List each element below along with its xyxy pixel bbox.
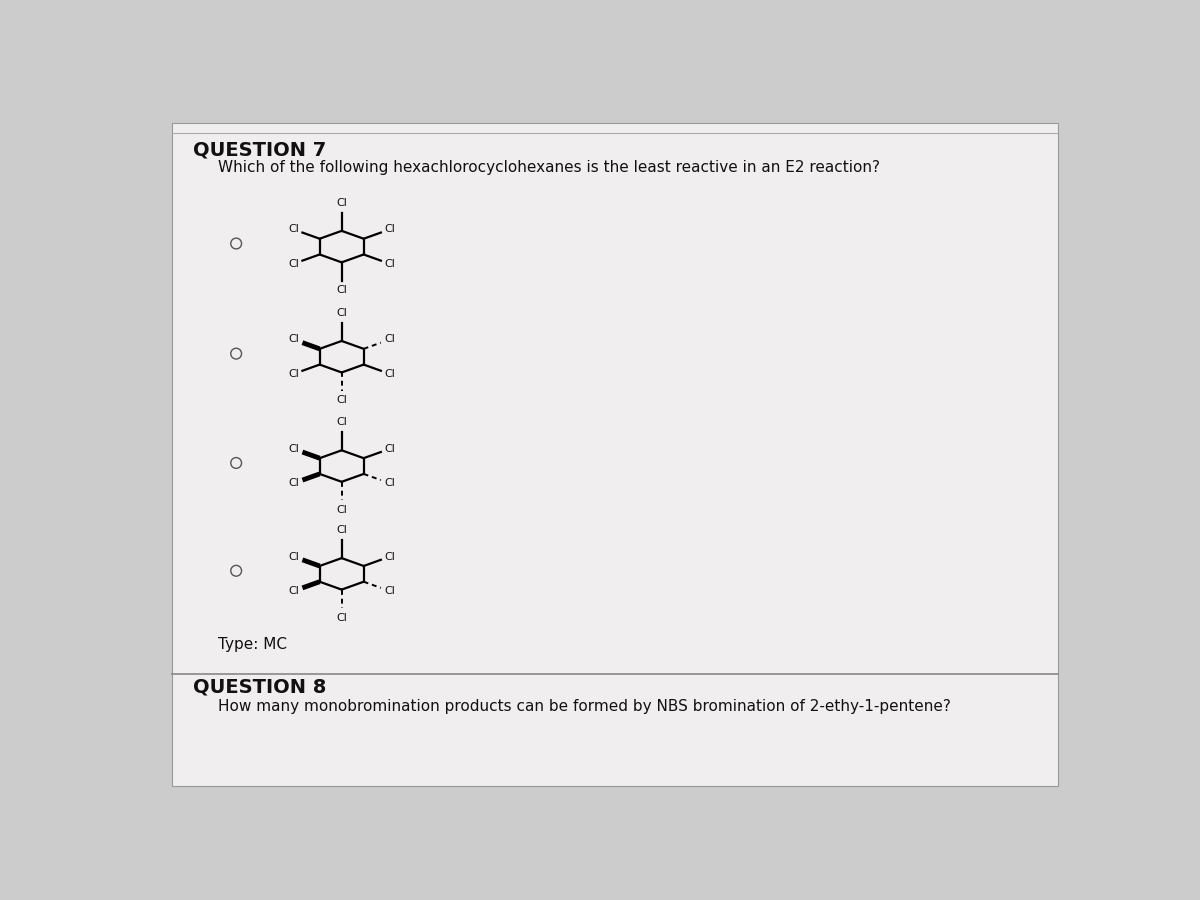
Text: Cl: Cl (336, 505, 347, 515)
Text: Cl: Cl (288, 224, 299, 234)
Circle shape (230, 565, 241, 576)
Text: Cl: Cl (336, 285, 347, 295)
FancyBboxPatch shape (173, 123, 1057, 786)
Text: How many monobromination products can be formed by NBS bromination of 2-ethy-1-p: How many monobromination products can be… (218, 698, 952, 714)
Text: Cl: Cl (336, 198, 347, 208)
Text: Cl: Cl (288, 586, 299, 596)
Text: Cl: Cl (288, 369, 299, 379)
Circle shape (230, 238, 241, 249)
Text: Cl: Cl (336, 418, 347, 428)
Text: Cl: Cl (288, 444, 299, 454)
Text: Cl: Cl (384, 478, 396, 489)
Text: Cl: Cl (384, 444, 396, 454)
Text: Cl: Cl (336, 395, 347, 405)
Text: Type: MC: Type: MC (218, 637, 288, 652)
Text: Cl: Cl (384, 335, 396, 345)
Text: Cl: Cl (384, 552, 396, 562)
Text: Cl: Cl (288, 478, 299, 489)
Text: Cl: Cl (336, 613, 347, 623)
Text: Cl: Cl (288, 335, 299, 345)
Text: Which of the following hexachlorocyclohexanes is the least reactive in an E2 rea: Which of the following hexachlorocyclohe… (218, 160, 881, 176)
Text: Cl: Cl (384, 224, 396, 234)
Text: QUESTION 8: QUESTION 8 (193, 678, 326, 697)
Text: Cl: Cl (384, 586, 396, 596)
Text: QUESTION 7: QUESTION 7 (193, 140, 326, 159)
Text: Cl: Cl (288, 552, 299, 562)
Circle shape (230, 457, 241, 468)
Text: Cl: Cl (336, 525, 347, 535)
Circle shape (230, 348, 241, 359)
Text: Cl: Cl (336, 308, 347, 318)
Text: Cl: Cl (288, 259, 299, 269)
Text: Cl: Cl (384, 259, 396, 269)
Text: Cl: Cl (384, 369, 396, 379)
